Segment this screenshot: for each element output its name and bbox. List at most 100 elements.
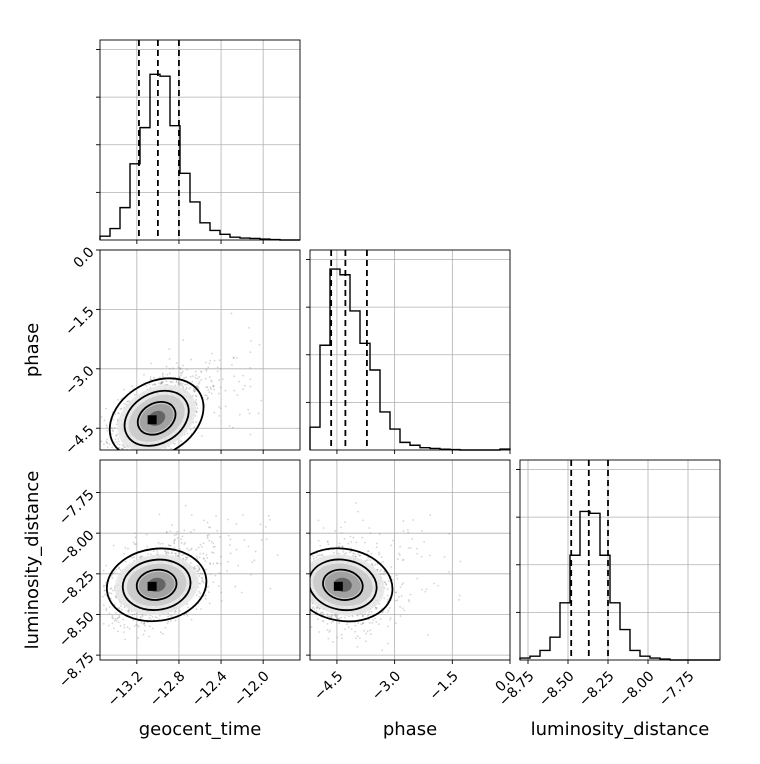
sample-point xyxy=(352,536,355,539)
sample-point xyxy=(160,380,163,383)
sample-point xyxy=(159,381,162,384)
sample-point xyxy=(167,615,169,618)
sample-point xyxy=(112,430,115,433)
sample-point xyxy=(106,426,108,429)
sample-point xyxy=(332,641,335,643)
sample-point xyxy=(326,541,329,543)
sample-point xyxy=(230,312,233,315)
sample-point xyxy=(214,574,217,577)
sample-point xyxy=(339,526,342,529)
sample-point xyxy=(210,392,213,395)
sample-point xyxy=(180,440,182,443)
sample-point xyxy=(178,376,181,379)
sample-point xyxy=(190,548,192,551)
sample-point xyxy=(126,626,129,628)
sample-point xyxy=(209,386,212,389)
sample-point xyxy=(168,544,171,547)
sample-point xyxy=(178,547,181,550)
sample-point xyxy=(302,562,304,564)
sample-point xyxy=(198,556,201,559)
sample-point xyxy=(181,554,183,557)
sample-point xyxy=(327,615,329,617)
sample-point xyxy=(367,559,369,561)
sample-point xyxy=(125,455,127,457)
sample-point xyxy=(221,378,224,381)
sample-point xyxy=(168,452,170,454)
sample-point xyxy=(102,585,105,588)
sample-point xyxy=(88,475,90,477)
sample-point xyxy=(120,447,123,450)
sample-point xyxy=(195,410,198,413)
sample-point xyxy=(296,554,298,556)
sample-point xyxy=(395,574,398,577)
sample-point xyxy=(111,615,114,617)
sample-point xyxy=(150,378,152,381)
sample-point xyxy=(185,388,188,391)
sample-point xyxy=(206,521,209,524)
sample-point xyxy=(182,385,184,388)
sample-point xyxy=(385,583,388,586)
sample-point xyxy=(376,568,379,571)
sample-point xyxy=(202,581,205,584)
sample-point xyxy=(398,596,400,598)
sample-point xyxy=(348,551,351,554)
sample-point xyxy=(185,386,188,389)
sample-point xyxy=(196,407,199,410)
sample-point xyxy=(123,552,125,555)
sample-point xyxy=(303,562,305,564)
sample-point xyxy=(108,443,111,446)
sample-point xyxy=(386,594,389,597)
sample-point xyxy=(293,600,295,602)
sample-point xyxy=(304,621,306,623)
sample-point xyxy=(193,389,195,392)
sample-point xyxy=(146,553,149,556)
sample-point xyxy=(208,539,211,542)
sample-point xyxy=(407,531,410,534)
sample-point xyxy=(105,440,108,443)
sample-point xyxy=(328,631,331,633)
sample-point xyxy=(196,386,199,389)
sample-point xyxy=(399,615,402,618)
sample-point xyxy=(190,531,192,533)
sample-point xyxy=(198,575,201,577)
sample-point xyxy=(174,554,177,557)
sample-point xyxy=(152,550,155,553)
sample-point xyxy=(128,627,131,630)
sample-point xyxy=(119,624,122,627)
sample-point xyxy=(275,594,277,596)
sample-point xyxy=(159,543,161,545)
sample-point xyxy=(316,606,319,609)
sample-point xyxy=(153,376,156,379)
sample-point xyxy=(206,535,209,538)
sample-point xyxy=(361,615,364,618)
sample-point xyxy=(120,608,123,611)
sample-point xyxy=(242,514,244,516)
sample-point xyxy=(180,381,183,384)
sample-point xyxy=(260,399,263,402)
sample-point xyxy=(322,620,325,623)
sample-point xyxy=(234,585,237,588)
sample-point xyxy=(317,618,319,621)
sample-point xyxy=(251,561,254,563)
sample-point xyxy=(311,607,314,610)
sample-point xyxy=(306,586,308,588)
sample-point xyxy=(304,588,306,590)
sample-point xyxy=(197,546,200,549)
sample-point xyxy=(116,442,119,445)
sample-point xyxy=(233,389,236,392)
sample-point xyxy=(341,637,344,640)
sample-point xyxy=(224,389,227,392)
sample-point xyxy=(175,362,178,365)
sample-point xyxy=(172,540,175,543)
sample-point xyxy=(206,386,209,388)
sample-point xyxy=(247,408,250,411)
sample-point xyxy=(165,380,168,383)
sample-point xyxy=(332,551,335,554)
sample-point xyxy=(242,374,245,377)
sample-point xyxy=(301,572,303,574)
sample-point xyxy=(101,463,103,465)
sample-point xyxy=(111,622,114,625)
sample-point xyxy=(220,600,223,602)
sample-point xyxy=(114,617,117,620)
sample-point xyxy=(212,546,215,548)
